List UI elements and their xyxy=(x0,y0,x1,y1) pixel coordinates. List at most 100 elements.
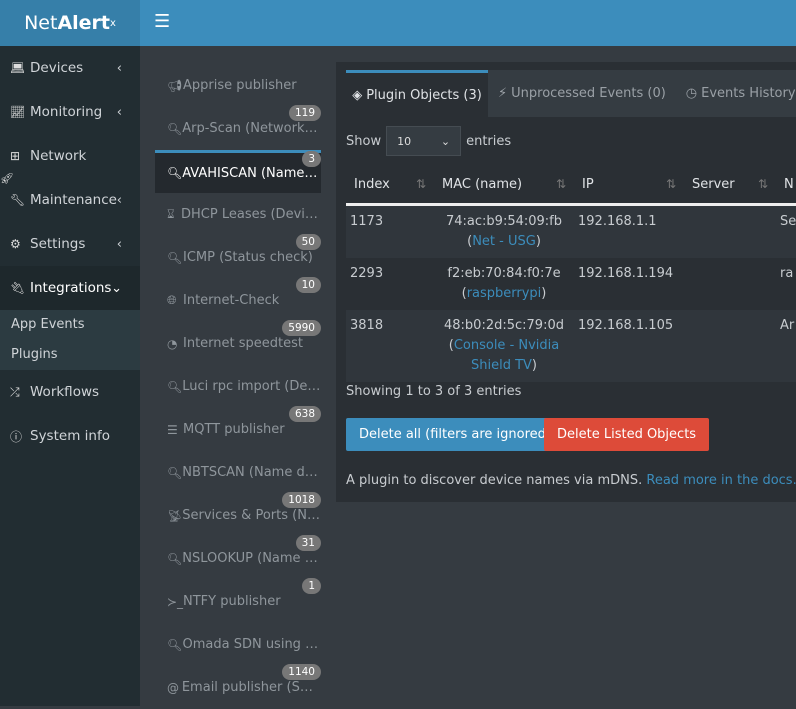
sidebar-item-workflows[interactable]: ⤮ Workflows xyxy=(0,370,140,414)
plugin-label: Luci rpc import (Device import) xyxy=(182,379,321,394)
description-text: A plugin to discover device names via mD… xyxy=(346,473,643,488)
count-badge: 50 xyxy=(295,234,321,250)
tab-1[interactable]: ⚡︎ Unprocessed Events (0) xyxy=(488,70,676,117)
plugin-item[interactable]: 📡︎Services & Ports (Nmap)1018 xyxy=(155,492,321,537)
cell-server xyxy=(684,309,776,382)
search-icon: 🔍︎ xyxy=(167,250,183,265)
plugin-label: DHCP Leases (Device import) xyxy=(181,207,321,222)
cell-ip: 192.168.1.105 xyxy=(574,309,684,382)
plugin-label: Omada SDN using API xyxy=(182,637,321,652)
tab-label: Events History (6) xyxy=(701,86,796,101)
plugin-item[interactable]: 🌐︎ Internet-Check 10 xyxy=(155,277,321,322)
column-header[interactable]: N xyxy=(776,166,796,206)
device-link[interactable]: raspberrypi xyxy=(466,285,542,301)
sort-icon[interactable]: ⇅ xyxy=(555,176,566,191)
laptop-icon: 💻︎ xyxy=(10,61,26,75)
cube-icon: ◈ xyxy=(352,87,363,103)
device-link[interactable]: Net - USG xyxy=(472,233,536,249)
plugin-label: AVAHISCAN (Name discovery) xyxy=(182,165,321,181)
wrench-icon: 🔧︎ xyxy=(10,193,26,207)
sidebar-item-label: Workflows xyxy=(30,384,100,400)
search-icon: 🔍︎ xyxy=(167,465,183,480)
plugin-label: NBTSCAN (Name discovery) xyxy=(182,465,321,480)
plugin-item[interactable]: ☰ MQTT publisher 638 xyxy=(155,406,321,451)
docs-link[interactable]: Read more in the docs. xyxy=(646,473,796,488)
plugin-item[interactable]: 📢︎ Apprise publisher xyxy=(155,64,321,107)
app-logo[interactable]: Net Alert x xyxy=(0,0,140,46)
plugin-item[interactable]: 🔍︎NSLOOKUP (Name discovery)31 xyxy=(155,535,321,580)
network-icon: ⊞ xyxy=(10,149,21,163)
plugin-label: Services & Ports (Nmap) xyxy=(182,508,321,523)
plugin-label: Internet speedtest xyxy=(183,336,303,351)
header-label: MAC (name) xyxy=(442,176,523,192)
plugin-list: 📢︎ Apprise publisher 🔍︎ Arp-Scan (Network s… xyxy=(155,64,321,709)
plugin-objects-table: Index ⇅ MAC (name) ⇅ IP ⇅ Server ⇅ N 1173 74:ac:… xyxy=(346,166,796,382)
sort-icon[interactable]: ⇅ xyxy=(757,176,768,191)
tab-0[interactable]: ◈ Plugin Objects (3) xyxy=(346,70,488,117)
sidebar-item-monitoring[interactable]: 📈︎ Monitoring ‹ xyxy=(0,90,140,134)
plugin-item[interactable]: ≻_ NTFY publisher 1 xyxy=(155,578,321,623)
sidebar-item-network[interactable]: ⊞ Network xyxy=(0,134,140,178)
plugin-item[interactable]: @ Email publisher (SMTP) 1140 xyxy=(155,664,321,709)
top-navbar: ☰ xyxy=(140,0,796,46)
plugin-item[interactable]: 🔍︎NBTSCAN (Name discovery) xyxy=(155,451,321,494)
cell-mac: 48:b0:2d:5c:79:0d (Console - Nvidia Shiel… xyxy=(434,309,574,382)
count-badge: 31 xyxy=(295,535,321,551)
shuffle-icon: ⤮ xyxy=(10,384,20,399)
cell-mac: f2:eb:70:84:f0:7e (raspberrypi) xyxy=(447,265,561,301)
sidebar-item-integrations[interactable]: 🔌︎ Integrations ⌄ xyxy=(0,266,140,310)
hourglass-icon: ⌛︎ xyxy=(167,207,175,221)
chevron-icon: ⌄ xyxy=(111,280,122,296)
count-badge: 119 xyxy=(288,105,321,121)
sidebar-sub-app-events[interactable]: App Events xyxy=(11,317,85,332)
device-link[interactable]: Console - Nvidia Shield TV xyxy=(453,337,560,373)
plugin-label: Arp-Scan (Network scan) xyxy=(182,121,321,136)
search-icon: 🔍︎ xyxy=(167,121,183,136)
cell-index: 1173 xyxy=(346,204,434,258)
mac-address: f2:eb:70:84:f0:7e xyxy=(447,265,561,281)
menu-toggle-icon[interactable]: ☰ xyxy=(154,11,171,32)
sort-icon[interactable]: ⇅ xyxy=(415,176,426,191)
cell-name: Ar xyxy=(776,309,796,382)
sidebar-item-system-info[interactable]: ⓘ System info xyxy=(0,414,140,458)
delete-all-button[interactable]: Delete all (filters are ignored) xyxy=(346,418,564,451)
cell-name: Se xyxy=(776,204,796,258)
count-badge: 10 xyxy=(295,277,321,293)
gear-icon: ⚙ xyxy=(10,237,21,251)
sidebar-item-label: Monitoring xyxy=(30,104,103,120)
count-badge: 5990 xyxy=(282,320,321,336)
sidebar-sub-plugins[interactable]: Plugins xyxy=(11,347,58,362)
tab-2[interactable]: ◷Events History (6) xyxy=(676,70,796,117)
bolt-icon: ⚡︎ xyxy=(498,86,508,101)
sidebar-item-label: Maintenance xyxy=(30,192,117,208)
plugin-item[interactable]: 🔍︎AVAHISCAN (Name discovery)3 xyxy=(155,150,321,193)
column-header[interactable]: MAC (name) ⇅ xyxy=(434,166,574,206)
table-row: 3818 48:b0:2d:5c:79:0d (Console - Nvidia … xyxy=(346,309,796,382)
plugin-item[interactable]: 🔍︎ ICMP (Status check) 50 xyxy=(155,234,321,279)
search-icon: 🔍︎ xyxy=(167,166,183,180)
count-badge: 638 xyxy=(288,406,321,422)
sidebar-item-devices[interactable]: 💻︎ Devices ‹ xyxy=(0,46,140,90)
terminal-icon: ≻_ xyxy=(167,594,184,609)
sort-icon[interactable]: ⇅ xyxy=(665,176,676,191)
cell-ip: 192.168.1.194 xyxy=(578,265,674,281)
sidebar-item-label: Integrations xyxy=(30,280,112,296)
clock-icon: ◷ xyxy=(685,86,698,101)
column-header[interactable]: IP ⇅ xyxy=(574,166,684,206)
tab-label: Plugin Objects (3) xyxy=(366,87,482,103)
delete-listed-button[interactable]: Delete Listed Objects xyxy=(544,418,710,451)
plugin-item[interactable]: ◔ Internet speedtest 5990 xyxy=(155,320,321,365)
sidebar-item-settings[interactable]: ⚙ Settings ‹ xyxy=(0,222,140,266)
sidebar: 💻︎ Devices ‹ 📈︎ Monitoring ‹ ⊞ Network 🔧︎ Mainten… xyxy=(0,46,140,706)
plugin-item[interactable]: 🔍︎Arp-Scan (Network scan)119 xyxy=(155,105,321,150)
sidebar-item-maintenance[interactable]: 🔧︎ Maintenance ‹ xyxy=(0,178,140,222)
column-header[interactable]: Server ⇅ xyxy=(684,166,776,206)
column-header[interactable]: Index ⇅ xyxy=(346,166,434,206)
plugin-label: Email publisher (SMTP) xyxy=(181,680,321,695)
entries-select[interactable]: 10 ⌄ xyxy=(386,126,462,156)
show-label: Show xyxy=(346,133,382,149)
plugin-item[interactable]: ⌛︎ DHCP Leases (Device import) xyxy=(155,193,321,236)
plugin-item[interactable]: 🔍︎Luci rpc import (Device import) xyxy=(155,365,321,408)
plugin-item[interactable]: 🔍︎ Omada SDN using API xyxy=(155,623,321,666)
mac-address: 48:b0:2d:5c:79:0d xyxy=(444,317,564,333)
